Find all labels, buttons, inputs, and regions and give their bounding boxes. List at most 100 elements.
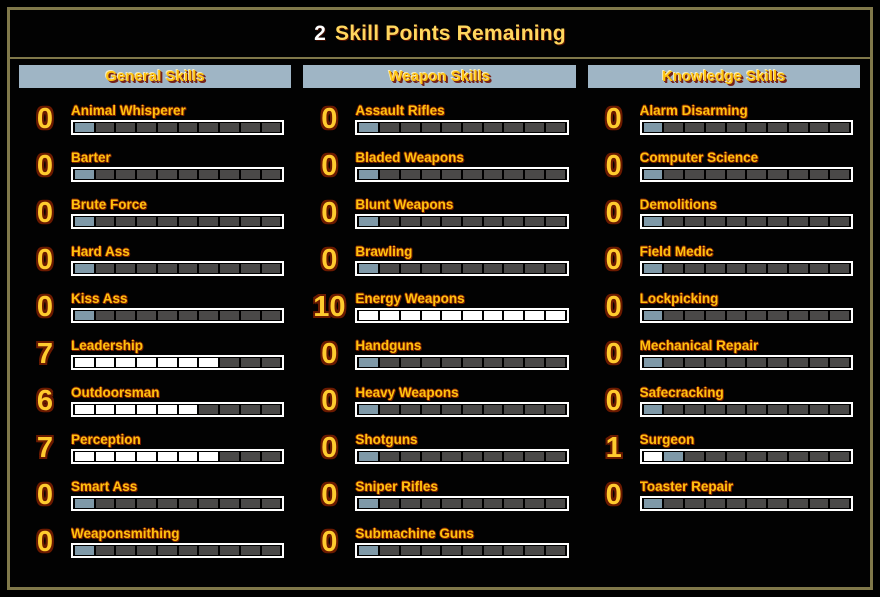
skill-columns: General Skills 0 Animal Whisperer 0 Barter 0 B… [10, 59, 870, 573]
skill-bar-segment [220, 264, 239, 273]
skill-bar[interactable] [71, 261, 285, 276]
skill-bar[interactable] [639, 402, 853, 417]
skill-value: 0 [605, 197, 622, 229]
skill-bar-segment [137, 311, 156, 320]
skill-bar[interactable] [71, 449, 285, 464]
skill-bar-segment [685, 264, 704, 273]
skill-bar[interactable] [355, 120, 569, 135]
skill-row[interactable]: 0 Computer Science [588, 150, 860, 182]
skill-name: Hard Ass [71, 244, 130, 259]
skill-main: Field Medic [639, 244, 853, 276]
skill-bar[interactable] [355, 496, 569, 511]
skill-bar-segment [747, 264, 767, 273]
skill-bar-segment [442, 546, 461, 555]
skill-bar[interactable] [71, 402, 285, 417]
skill-bar-segment [157, 264, 177, 273]
skill-bar[interactable] [639, 167, 853, 182]
skill-bar-segment [747, 405, 767, 414]
skill-bar[interactable] [71, 167, 285, 182]
skill-bar-segment [643, 170, 663, 179]
skill-bar-segment [199, 358, 219, 367]
skill-row[interactable]: 0 Toaster Repair [588, 479, 860, 511]
skill-row[interactable]: 0 Shotguns [303, 432, 575, 464]
skill-bar[interactable] [639, 355, 853, 370]
skill-bar[interactable] [71, 214, 285, 229]
skill-row[interactable]: 0 Lockpicking [588, 291, 860, 323]
skill-bar-segment [504, 358, 524, 367]
skill-row[interactable]: 0 Brawling [303, 244, 575, 276]
skill-bar[interactable] [639, 261, 853, 276]
skill-row[interactable]: 10 Energy Weapons [303, 291, 575, 323]
skill-name: Computer Science [639, 150, 759, 165]
skill-bar[interactable] [639, 449, 853, 464]
skill-row[interactable]: 0 Hard Ass [19, 244, 291, 276]
skill-bar-segment [483, 217, 503, 226]
skill-row[interactable]: 0 Barter [19, 150, 291, 182]
skill-row[interactable]: 0 Mechanical Repair [588, 338, 860, 370]
skill-bar-segment [116, 123, 136, 132]
skill-bar-segment [788, 405, 808, 414]
skill-row[interactable]: 7 Perception [19, 432, 291, 464]
skill-row[interactable]: 0 Animal Whisperer [19, 103, 291, 135]
skill-bar-segment [421, 170, 441, 179]
skill-row[interactable]: 0 Blunt Weapons [303, 197, 575, 229]
skill-row[interactable]: 0 Brute Force [19, 197, 291, 229]
skill-row[interactable]: 0 Submachine Guns [303, 526, 575, 558]
skill-bar-segment [830, 358, 849, 367]
skill-row[interactable]: 6 Outdoorsman [19, 385, 291, 417]
skill-bar-segment [830, 123, 849, 132]
skill-bar-segment [380, 170, 399, 179]
skill-bar-segment [178, 358, 198, 367]
skill-bar[interactable] [71, 355, 285, 370]
skill-bar-segment [75, 499, 94, 508]
skill-name: Lockpicking [639, 291, 719, 306]
skill-bar[interactable] [71, 543, 285, 558]
skill-bar-segment [463, 264, 482, 273]
skill-row[interactable]: 0 Heavy Weapons [303, 385, 575, 417]
skill-bar-segment [809, 358, 829, 367]
skill-row[interactable]: 0 Handguns [303, 338, 575, 370]
skill-bar[interactable] [355, 167, 569, 182]
skill-row[interactable]: 0 Safecracking [588, 385, 860, 417]
skill-bar-segment [483, 499, 503, 508]
skill-bar-segment [261, 546, 281, 555]
skill-bar[interactable] [355, 308, 569, 323]
skill-bar[interactable] [71, 308, 285, 323]
skill-row[interactable]: 0 Demolitions [588, 197, 860, 229]
skill-bar[interactable] [639, 496, 853, 511]
skill-bar-segment [220, 217, 239, 226]
skill-name: Bladed Weapons [355, 150, 464, 165]
skill-bar[interactable] [355, 543, 569, 558]
skill-bar[interactable] [639, 214, 853, 229]
skill-bar[interactable] [355, 214, 569, 229]
skill-bar[interactable] [639, 120, 853, 135]
skill-row[interactable]: 0 Assault Rifles [303, 103, 575, 135]
skill-row[interactable]: 0 Bladed Weapons [303, 150, 575, 182]
skill-bar-segment [664, 358, 684, 367]
skill-bar-segment [809, 264, 829, 273]
skill-bar-segment [261, 311, 281, 320]
skill-row[interactable]: 0 Smart Ass [19, 479, 291, 511]
skill-bar[interactable] [639, 308, 853, 323]
skill-bar[interactable] [71, 496, 285, 511]
skill-bar-segment [504, 452, 524, 461]
skill-bar[interactable] [71, 120, 285, 135]
skill-row[interactable]: 0 Kiss Ass [19, 291, 291, 323]
skill-column: Weapon Skills 0 Assault Rifles 0 Bladed Weap… [303, 65, 576, 573]
skill-bar-segment [380, 123, 399, 132]
skill-bar[interactable] [355, 402, 569, 417]
skill-bar[interactable] [355, 261, 569, 276]
skill-row[interactable]: 1 Surgeon [588, 432, 860, 464]
skill-row[interactable]: 7 Leadership [19, 338, 291, 370]
skill-bar-segment [504, 311, 524, 320]
skill-bar[interactable] [355, 449, 569, 464]
skill-row[interactable]: 0 Alarm Disarming [588, 103, 860, 135]
skill-bar-segment [116, 217, 136, 226]
skill-bar[interactable] [355, 355, 569, 370]
skill-row[interactable]: 0 Field Medic [588, 244, 860, 276]
skill-bar-segment [116, 499, 136, 508]
skill-row[interactable]: 0 Sniper Rifles [303, 479, 575, 511]
skill-bar-segment [220, 358, 239, 367]
skill-bar-segment [157, 452, 177, 461]
skill-row[interactable]: 0 Weaponsmithing [19, 526, 291, 558]
